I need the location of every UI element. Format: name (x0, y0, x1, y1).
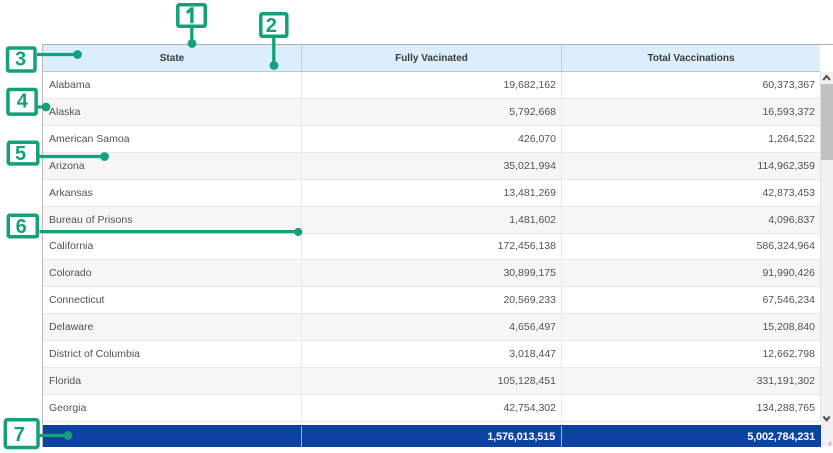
svg-text:3: 3 (15, 49, 26, 71)
svg-text:4: 4 (17, 91, 29, 113)
svg-text:2: 2 (266, 15, 277, 37)
svg-text:7: 7 (14, 424, 25, 446)
svg-text:5: 5 (15, 143, 26, 165)
svg-text:6: 6 (16, 216, 27, 238)
